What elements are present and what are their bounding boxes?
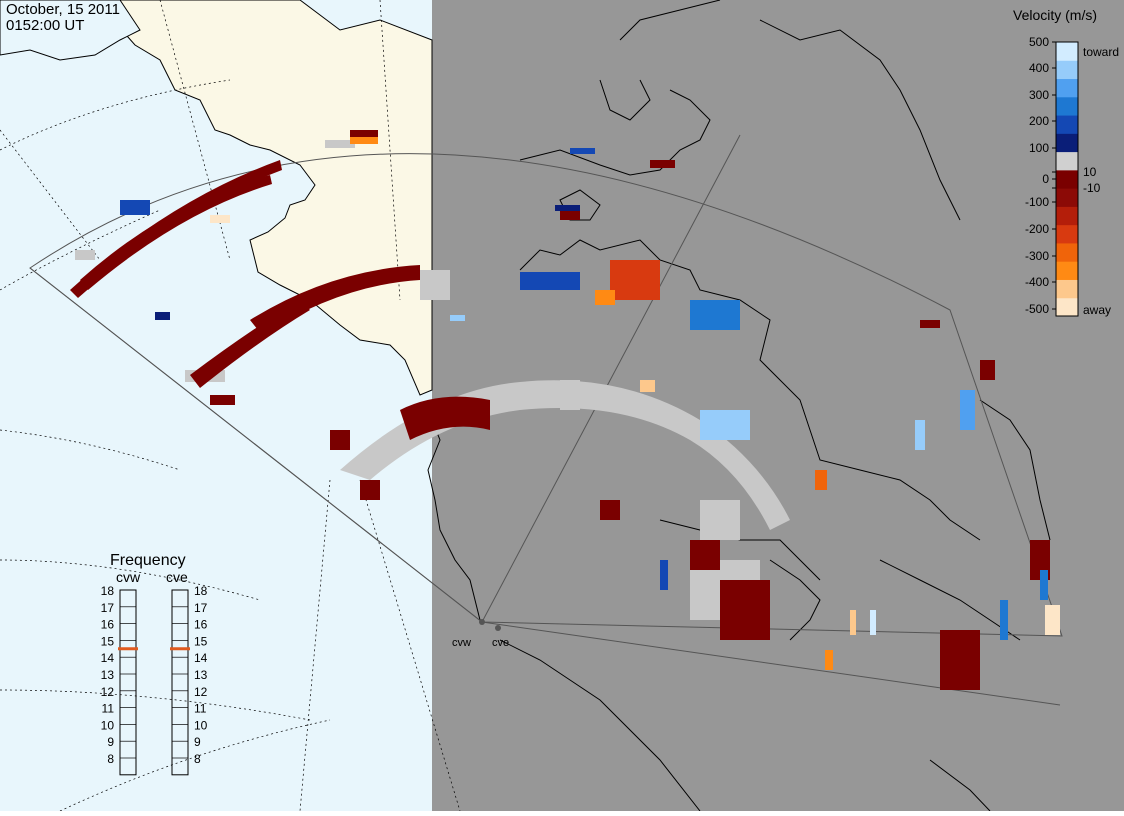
colorbar-title: Velocity (m/s) xyxy=(1013,7,1097,23)
frequency-scale-label: 11 xyxy=(194,702,207,716)
cvw-site-marker xyxy=(479,619,485,625)
velocity-colorbar: Velocity (m/s) 500400300200100100-10-100… xyxy=(1013,7,1119,317)
colorbar-swatch xyxy=(1056,133,1078,153)
colorbar-swatch xyxy=(1056,224,1078,244)
colorbar-swatch xyxy=(1056,279,1078,299)
frequency-bars: 18 17 16 15 14 13 12 11 10 9 8 18 17 16 15 14 13 12 11 10 9 8 xyxy=(101,584,208,776)
colorbar-swatches xyxy=(1056,42,1078,317)
negative-velocity-scatter xyxy=(70,130,1050,690)
frequency-bar-cve xyxy=(171,589,189,776)
frequency-scale-label: 17 xyxy=(194,601,208,615)
frequency-title: Frequency xyxy=(110,552,186,569)
away-velocity-scatter xyxy=(210,137,1060,670)
radar-sites: cvw cve xyxy=(452,619,509,649)
cve-site-marker xyxy=(495,625,501,631)
frequency-scale-label: 15 xyxy=(101,634,115,648)
frequency-scale-label: 18 xyxy=(101,584,115,598)
colorbar-swatch xyxy=(1056,78,1078,98)
frequency-scale-label: 9 xyxy=(107,735,114,749)
frequency-scale-label: 13 xyxy=(194,668,208,682)
colorbar-swatch xyxy=(1056,151,1078,171)
frequency-scale-label: 11 xyxy=(102,702,115,716)
colorbar-tick-label: 100 xyxy=(1029,141,1049,155)
colorbar-swatch xyxy=(1056,42,1078,61)
frequency-scale-label: 15 xyxy=(194,634,208,648)
positive-velocity-scatter xyxy=(120,148,1048,640)
colorbar-swatch xyxy=(1056,115,1078,134)
frequency-scale-label: 16 xyxy=(194,618,208,632)
time-label: 0152:00 UT xyxy=(6,17,85,34)
colorbar-swatch xyxy=(1056,206,1078,226)
frequency-scale-label: 14 xyxy=(194,651,208,665)
colorbar-tick-label: -100 xyxy=(1025,195,1049,209)
colorbar-swatch xyxy=(1056,60,1078,80)
colorbar-tick-label: 500 xyxy=(1029,35,1049,49)
colorbar-tick-label: 10 xyxy=(1083,165,1097,179)
colorbar-tick-label: -500 xyxy=(1025,302,1049,316)
colorbar-swatch xyxy=(1056,297,1078,317)
frequency-radar-cve: cve xyxy=(166,569,188,585)
colorbar-tick-label: -300 xyxy=(1025,249,1049,263)
colorbar-tick-label: 400 xyxy=(1029,61,1049,75)
colorbar-tick-label: 0 xyxy=(1042,172,1049,186)
date-label: October, 15 2011 xyxy=(6,1,120,18)
frequency-bar-cvw xyxy=(119,589,137,776)
colorbar-tick-label: -400 xyxy=(1025,275,1049,289)
cve-site-label: cve xyxy=(492,637,509,649)
colorbar-ticks: 500400300200100100-10-100-200-300-400-50… xyxy=(1025,35,1101,316)
colorbar-toward-label: toward xyxy=(1083,45,1119,59)
frequency-scale-label: 8 xyxy=(194,752,201,766)
frequency-scale-label: 13 xyxy=(101,668,115,682)
frequency-scale-label: 8 xyxy=(107,752,114,766)
colorbar-tick-label: -10 xyxy=(1083,181,1101,195)
frequency-panel: Frequency cvw cve 1817161514131211109818… xyxy=(101,552,208,776)
frequency-scale-label: 12 xyxy=(101,685,115,699)
colorbar-swatch xyxy=(1056,96,1078,116)
colorbar-away-label: away xyxy=(1083,303,1111,317)
cvw-site-label: cvw xyxy=(452,637,471,649)
colorbar-tick-label: 200 xyxy=(1029,114,1049,128)
frequency-scale-label: 14 xyxy=(101,651,115,665)
frequency-scale-label: 9 xyxy=(194,735,201,749)
frequency-scale-label: 12 xyxy=(194,685,208,699)
colorbar-swatch xyxy=(1056,261,1078,280)
colorbar-swatch xyxy=(1056,169,1078,189)
graticule xyxy=(0,0,461,812)
frequency-scale-label: 17 xyxy=(101,601,115,615)
frequency-scale-label: 16 xyxy=(101,618,115,632)
colorbar-swatch xyxy=(1056,242,1078,262)
sunlit-water xyxy=(0,0,141,61)
frequency-scale-label: 18 xyxy=(194,584,208,598)
colorbar-swatch xyxy=(1056,188,1078,207)
colorbar-tick-label: 300 xyxy=(1029,88,1049,102)
frequency-scale-label: 10 xyxy=(194,718,208,732)
colorbar-tick-label: -200 xyxy=(1025,222,1049,236)
frequency-radar-cvw: cvw xyxy=(116,569,141,585)
frequency-scale-label: 10 xyxy=(101,718,115,732)
